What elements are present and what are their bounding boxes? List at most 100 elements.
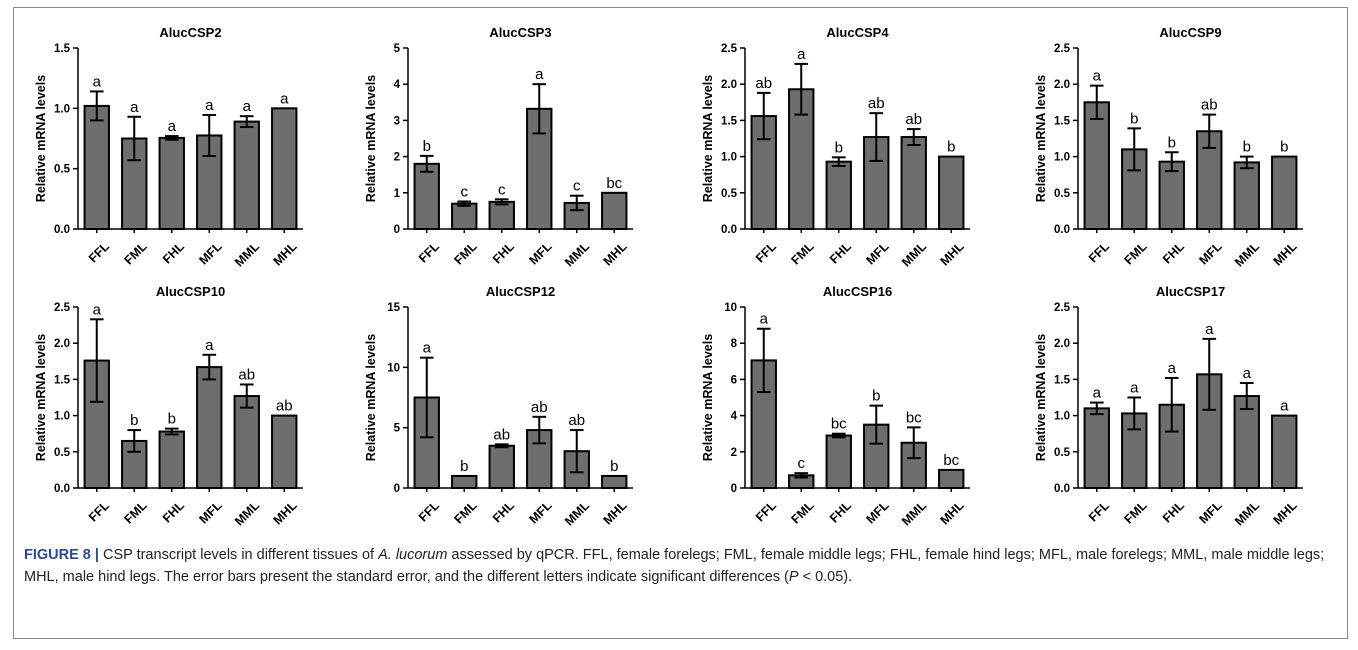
- bar: [900, 136, 927, 230]
- y-axis-label: Relative mRNA levels: [34, 334, 48, 461]
- significance-letter: b: [423, 138, 431, 155]
- y-tick-label: 0.0: [1054, 224, 1070, 236]
- x-tick-label: FHL: [1160, 498, 1187, 525]
- significance-letter: b: [872, 388, 880, 405]
- y-tick-label: 10: [387, 362, 400, 374]
- bar: [233, 120, 260, 230]
- y-tick-label: 0: [394, 483, 400, 495]
- significance-letter: ab: [276, 398, 293, 415]
- x-tick-label: FML: [789, 239, 817, 267]
- bar: [158, 430, 185, 490]
- y-axis-label: Relative mRNA levels: [364, 75, 378, 202]
- y-tick-label: 8: [731, 338, 738, 350]
- y-tick-label: 0.5: [1054, 188, 1071, 200]
- significance-letter: a: [1280, 398, 1289, 415]
- y-tick-label: 1.0: [1054, 152, 1070, 164]
- significance-letter: ab: [568, 412, 585, 429]
- x-tick-label: FFL: [753, 498, 779, 524]
- x-tick-label: FML: [122, 498, 150, 526]
- chart-panel-7: AlucCSP17 Relative mRNA levels a FFL a FML a FH…: [1034, 284, 1303, 528]
- significance-letter: b: [1168, 134, 1176, 151]
- bar: [233, 395, 260, 489]
- chart-panel-1: AlucCSP3 Relative mRNA levels b FFL c FML c FHL…: [364, 25, 633, 269]
- x-tick-label: MHL: [938, 239, 967, 268]
- bar: [1083, 101, 1110, 230]
- y-tick-label: 0.0: [1054, 483, 1070, 495]
- x-tick-label: FHL: [827, 239, 854, 266]
- significance-letter: b: [168, 411, 176, 428]
- significance-letter: a: [1205, 321, 1214, 338]
- significance-letter: c: [798, 455, 806, 472]
- bar: [158, 136, 185, 230]
- y-tick-label: 1.5: [54, 374, 71, 386]
- y-tick-label: 2.5: [54, 302, 71, 314]
- significance-letter: a: [535, 66, 544, 83]
- figure-label: FIGURE 8 |: [24, 547, 99, 563]
- x-tick-label: FHL: [490, 239, 517, 266]
- significance-letter: ab: [238, 366, 255, 383]
- x-tick-label: FML: [1122, 239, 1150, 267]
- bar: [750, 115, 777, 230]
- chart-panel-3: AlucCSP9 Relative mRNA levels a FFL b FML b FHL…: [1034, 25, 1303, 269]
- y-axis-label: Relative mRNA levels: [1034, 75, 1048, 202]
- chart-panel-0: AlucCSP2 Relative mRNA levels a FFL a FML a FHL…: [34, 25, 303, 269]
- x-tick-label: FML: [452, 498, 480, 526]
- y-tick-label: 2: [394, 152, 400, 164]
- y-axis-label: Relative mRNA levels: [701, 334, 715, 461]
- significance-letter: b: [947, 139, 955, 156]
- bar: [451, 474, 478, 489]
- x-tick-label: FFL: [86, 239, 112, 265]
- y-tick-label: 0: [394, 224, 400, 236]
- figure-caption: FIGURE 8 | CSP transcript levels in diff…: [24, 544, 1329, 588]
- y-tick-label: 5: [394, 43, 401, 55]
- bar: [451, 202, 478, 231]
- x-tick-label: MHL: [601, 239, 630, 268]
- y-tick-label: 1.5: [721, 115, 738, 127]
- chart-title: AlucCSP16: [823, 284, 892, 299]
- chart-grid: AlucCSP2 Relative mRNA levels a FFL a FML a FHL…: [34, 25, 1303, 528]
- y-axis-label: Relative mRNA levels: [364, 334, 378, 461]
- x-tick-label: FFL: [86, 498, 112, 524]
- significance-letter: a: [1168, 360, 1177, 377]
- y-tick-label: 0.5: [721, 188, 738, 200]
- y-tick-label: 0.0: [54, 483, 70, 495]
- significance-letter: a: [1243, 365, 1252, 382]
- y-tick-label: 0.5: [54, 447, 71, 459]
- chart-title: AlucCSP2: [159, 25, 221, 40]
- bar: [938, 155, 965, 231]
- x-tick-label: MFL: [527, 498, 555, 526]
- y-axis-label: Relative mRNA levels: [34, 75, 48, 202]
- x-tick-label: MFL: [864, 239, 892, 267]
- y-tick-label: 2.0: [54, 338, 70, 350]
- significance-letter: b: [130, 412, 138, 429]
- x-tick-label: MML: [232, 498, 262, 528]
- significance-letter: a: [130, 99, 139, 116]
- x-tick-label: MFL: [197, 498, 225, 526]
- significance-letter: ab: [905, 111, 922, 128]
- significance-letter: bc: [831, 416, 847, 433]
- y-tick-label: 2.0: [1054, 338, 1070, 350]
- significance-letter: b: [1243, 139, 1251, 156]
- significance-letter: bc: [943, 452, 959, 469]
- y-tick-label: 0.0: [54, 224, 70, 236]
- y-tick-label: 1.5: [1054, 115, 1071, 127]
- bar: [488, 200, 515, 231]
- bar: [938, 468, 965, 489]
- significance-letter: c: [498, 181, 506, 198]
- chart-title: AlucCSP4: [826, 25, 889, 40]
- x-tick-label: MML: [232, 239, 262, 269]
- significance-letter: bc: [906, 409, 922, 426]
- x-tick-label: FML: [122, 239, 150, 267]
- x-tick-label: MHL: [1271, 498, 1300, 527]
- significance-letter: ab: [531, 399, 548, 416]
- bar: [488, 444, 515, 489]
- x-tick-label: MML: [899, 239, 929, 269]
- bar: [1271, 155, 1298, 231]
- figure-frame: [13, 7, 1348, 639]
- x-tick-label: FHL: [827, 498, 854, 525]
- significance-letter: a: [93, 73, 102, 90]
- chart-panel-2: AlucCSP4 Relative mRNA levels ab FFL a FML b FH…: [701, 25, 970, 269]
- x-tick-label: FFL: [753, 239, 779, 265]
- y-tick-label: 1.0: [54, 103, 70, 115]
- x-tick-label: MML: [1232, 239, 1262, 269]
